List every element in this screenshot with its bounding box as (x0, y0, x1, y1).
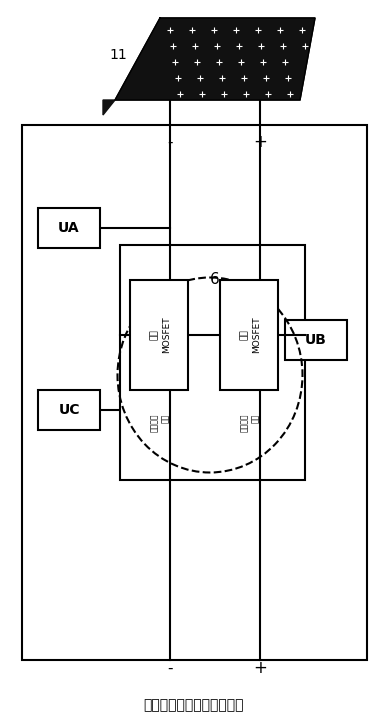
Bar (22, 125, 367, 660)
Polygon shape (115, 18, 315, 100)
Text: 单元: 单元 (161, 414, 170, 422)
Text: +: + (253, 133, 267, 151)
Bar (285, 320, 347, 360)
Polygon shape (103, 100, 115, 115)
Text: 隔离器件: 隔离器件 (240, 414, 248, 432)
Text: 11: 11 (109, 48, 127, 62)
Text: 开关: 开关 (240, 330, 248, 340)
Text: 6: 6 (210, 272, 220, 287)
Text: UA: UA (58, 221, 80, 235)
Text: -: - (167, 134, 173, 149)
Text: MOSFET: MOSFET (163, 317, 171, 353)
Text: UB: UB (305, 333, 327, 347)
Text: -: - (167, 661, 173, 676)
Bar (120, 245, 305, 480)
Text: 隔离器件: 隔离器件 (149, 414, 159, 432)
Text: +: + (253, 659, 267, 677)
Bar (38, 390, 100, 430)
Text: MOSFET: MOSFET (252, 317, 262, 353)
Bar (130, 280, 188, 390)
Text: 单元: 单元 (250, 414, 260, 422)
Text: 光伏组件复合开关控制装置: 光伏组件复合开关控制装置 (144, 698, 244, 712)
Text: 开关: 开关 (149, 330, 159, 340)
Bar (220, 280, 278, 390)
Text: UC: UC (58, 403, 80, 417)
Bar (38, 208, 100, 248)
